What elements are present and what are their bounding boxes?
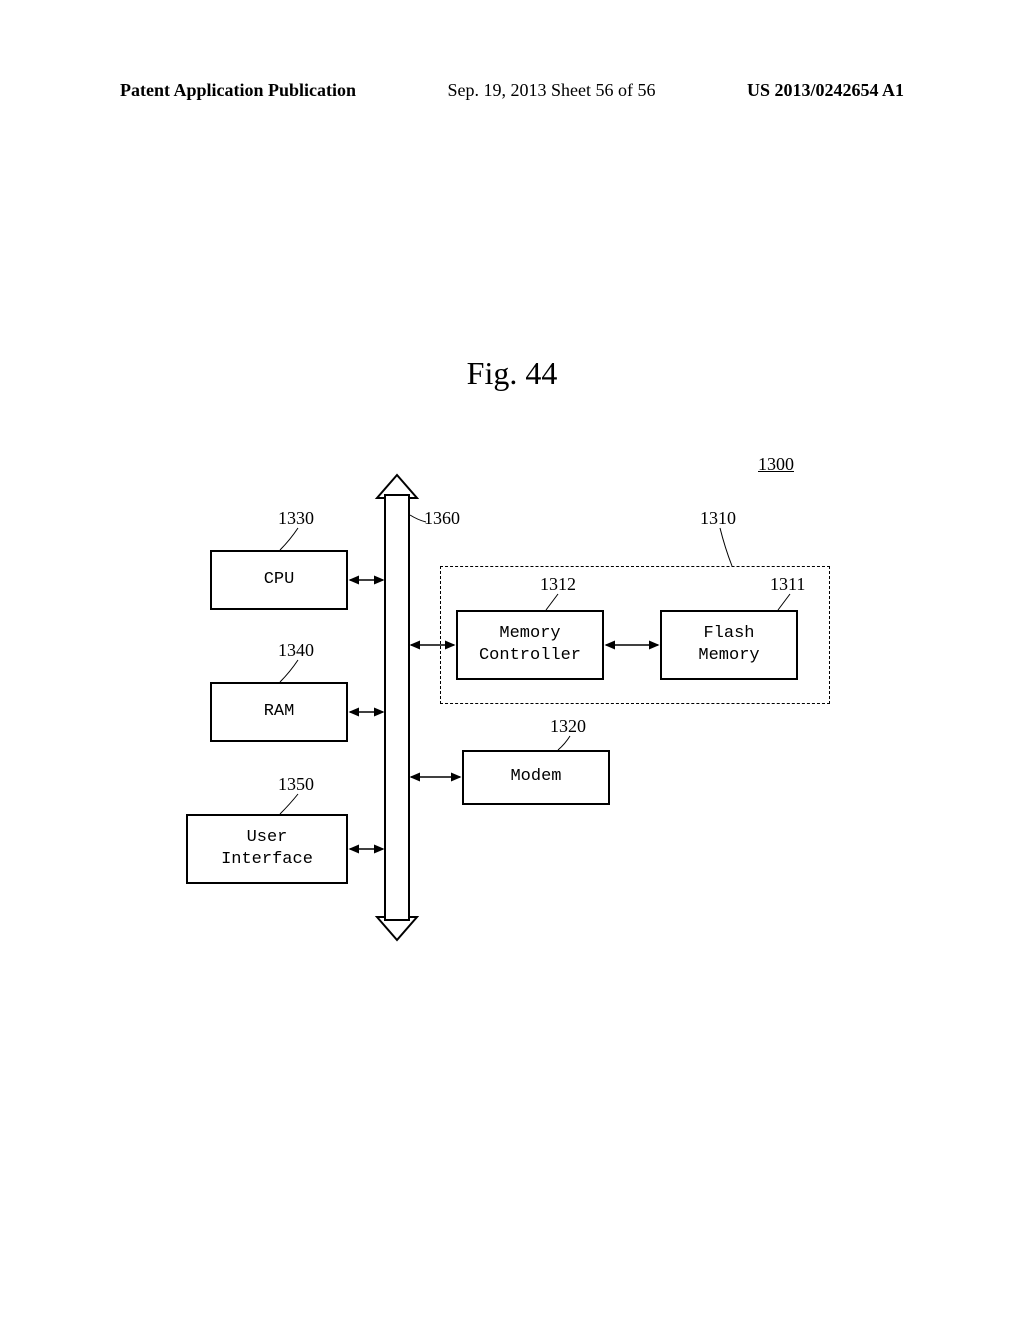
ref-memory-controller: 1312 xyxy=(540,574,576,595)
ref-modem: 1320 xyxy=(550,716,586,737)
block-cpu: CPU xyxy=(210,550,348,610)
ref-cpu: 1330 xyxy=(278,508,314,529)
block-modem-label: Modem xyxy=(510,766,561,788)
ref-flash-memory: 1311 xyxy=(770,574,805,595)
header-publication: Patent Application Publication xyxy=(120,80,356,101)
ref-user-interface: 1350 xyxy=(278,774,314,795)
ref-system: 1300 xyxy=(758,454,794,475)
block-modem: Modem xyxy=(462,750,610,805)
block-user-interface-label: User Interface xyxy=(221,827,313,871)
block-user-interface: User Interface xyxy=(186,814,348,884)
ref-subsystem: 1310 xyxy=(700,508,736,529)
block-cpu-label: CPU xyxy=(264,569,295,591)
block-ram-label: RAM xyxy=(264,701,295,723)
ref-bus: 1360 xyxy=(424,508,460,529)
block-memory-controller-label: Memory Controller xyxy=(479,623,581,667)
block-flash-memory-label: Flash Memory xyxy=(698,623,759,667)
figure-title: Fig. 44 xyxy=(0,355,1024,392)
block-ram: RAM xyxy=(210,682,348,742)
block-memory-controller: Memory Controller xyxy=(456,610,604,680)
block-flash-memory: Flash Memory xyxy=(660,610,798,680)
ref-ram: 1340 xyxy=(278,640,314,661)
header-pub-number: US 2013/0242654 A1 xyxy=(747,80,904,101)
header-date-sheet: Sep. 19, 2013 Sheet 56 of 56 xyxy=(448,80,656,101)
block-diagram: 1300 1360 1310 1330 CPU 1340 RAM 1350 Us… xyxy=(170,460,890,980)
